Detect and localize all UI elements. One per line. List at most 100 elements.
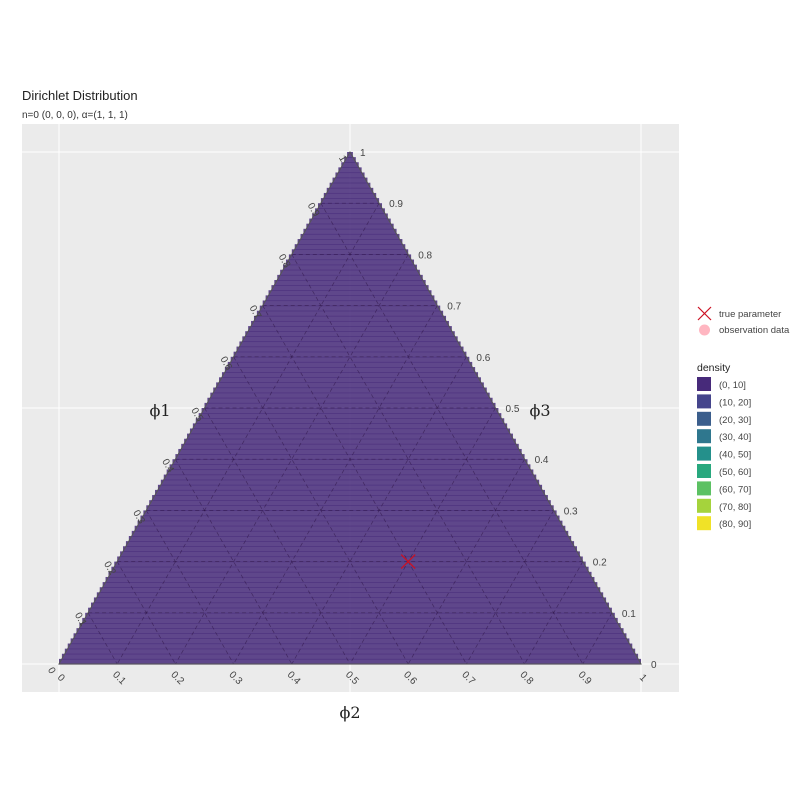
density-cell [88,607,612,614]
density-cell [111,566,589,573]
density-cell [79,623,621,629]
true-parameter-marker [400,554,416,570]
density-cell [64,648,636,655]
density-cell [291,249,409,255]
density-cell [76,628,624,634]
density-cell [312,213,388,220]
density-cell [332,177,368,184]
density-cell [175,454,525,460]
density-cell [137,520,563,527]
chart-subtitle: n=0 (0, 0, 0), α=(1, 1, 1) [22,110,128,121]
legend-bin-label: (0, 10] [719,380,746,391]
legend-item-true-parameter: true parameter [697,306,781,321]
density-cell [140,515,560,522]
density-cell [131,530,569,537]
density-cell [265,295,435,302]
density-cell [338,167,362,174]
legend-bins: (0, 10] (10, 20] (20, 30] (30, 40] (40, 50] (… [697,377,751,531]
legend-bin-swatch [697,464,711,478]
ternary-grid-line [349,407,496,665]
tick-label-phi3: 0.4 [535,455,549,466]
ternary-grid-line [291,254,525,665]
density-cell [268,290,432,296]
density-cell [210,392,490,399]
tick-label-phi3: 0.5 [506,404,520,415]
legend-label-true-parameter: true parameter [719,309,781,320]
ternary-grid-line [262,305,467,665]
density-cell [169,464,531,471]
density-cell [134,525,566,532]
ternary-grid-line [175,254,409,665]
density-cell [155,489,545,496]
density-cell [93,597,607,604]
density-cell [236,346,464,353]
legend-bin-swatch [697,446,711,461]
density-cell [341,162,359,168]
legend-bin-swatch [697,377,711,391]
ternary-grid-line [116,561,176,665]
legend-bin-swatch [697,411,711,426]
legend-bin-swatch [697,481,711,496]
cross-icon [697,306,712,321]
true-parameter-cross [400,554,416,570]
density-cell [280,269,420,276]
density-cell [187,433,513,440]
density-cell [251,320,449,327]
density-cell [120,551,580,558]
density-cell [213,387,487,394]
density-cell [91,602,609,609]
density-cell [323,192,377,199]
density-cell [166,469,534,476]
density-cell [73,633,627,639]
legend-label-observation-data: observation data [719,325,790,336]
tick-label-phi3: 0.7 [447,302,461,313]
legend-item-observation-data: observation data [699,324,790,336]
density-cell [285,259,415,266]
density-cell [61,653,639,660]
density-cell [297,239,403,245]
density-cell [344,157,356,163]
density-cell [216,382,484,389]
density-cell [253,315,447,322]
density-cell [105,576,595,583]
density-cell [326,187,374,194]
tick-label-phi1: 1 [336,154,349,165]
density-cell [221,372,479,378]
ternary-grid-line [466,510,555,665]
ternary-grid-line [116,203,380,665]
density-cell [248,326,452,332]
dot-icon [699,324,710,336]
tick-label-phi3: 0 [651,660,657,671]
density-cell [288,254,412,261]
tick-label-phi3: 0.8 [418,250,432,261]
tick-label-phi3: 0.1 [622,609,636,620]
density-layer [59,152,641,665]
density-cell [108,571,592,578]
marker-layer [400,554,416,570]
density-cell [149,500,551,506]
triangle-outline [58,150,642,665]
legend-bin-label: (80, 90] [719,519,751,530]
density-cell [125,541,575,547]
density-cell [303,228,397,235]
density-cell [189,428,511,435]
density-cell [271,285,429,291]
density-cell [347,152,353,158]
ternary-grid-line [145,510,234,665]
legend-bin-label: (60, 70] [719,484,751,495]
tick-label-phi3: 0.6 [476,353,490,364]
ternary-grid-line [204,407,351,665]
density-cell [157,484,543,491]
density-cell [114,561,586,568]
legend-bin-label: (20, 30] [719,415,751,426]
density-cell [317,203,383,209]
density-cell [233,351,467,358]
ternary-grid-line [87,612,118,665]
tick-label-phi3: 0.2 [593,558,607,569]
ternary-grid-line [175,459,293,665]
ternary-grid-line [524,561,584,665]
legend-bin-swatch [697,516,711,531]
axis-title-phi2: ϕ2 [339,703,360,722]
density-cell [82,617,618,624]
